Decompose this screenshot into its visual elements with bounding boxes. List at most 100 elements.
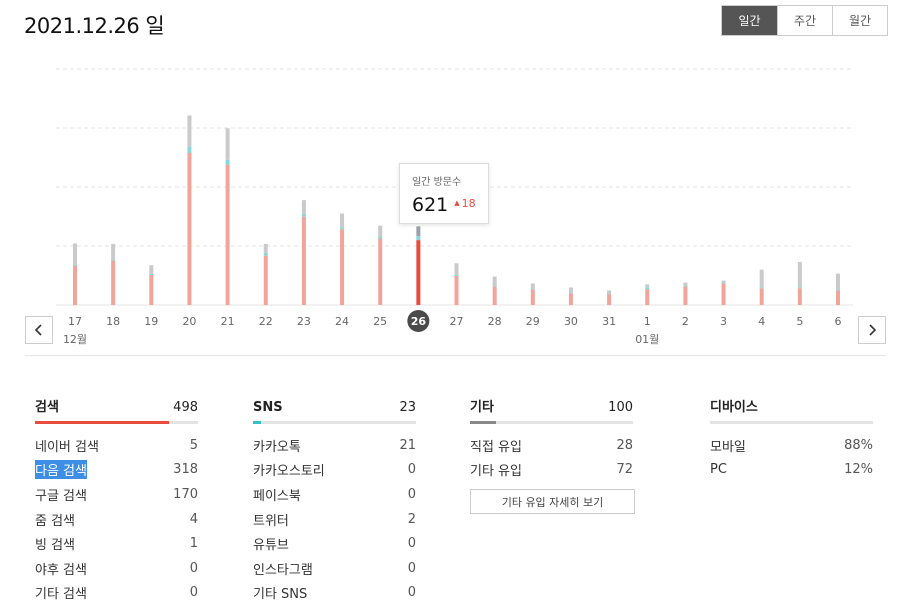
stat-row-label: 트위터 — [253, 513, 289, 529]
chart-tooltip: 일간 방문수 621 ▲ 18 — [399, 163, 489, 224]
stat-row: PC 12% — [710, 458, 873, 483]
stat-row: 모바일 88% — [710, 433, 873, 458]
bar-tertiary — [378, 225, 383, 237]
bar-primary — [301, 216, 306, 305]
x-tick-label: 6 — [835, 315, 842, 328]
stat-row: 다음 검색 318 — [35, 458, 198, 483]
bar-secondary — [187, 147, 192, 153]
bar-primary — [721, 283, 726, 305]
stat-row: 줌 검색 4 — [35, 507, 198, 532]
stat-row-label: 페이스북 — [253, 488, 301, 504]
x-tick-label: 22 — [259, 315, 273, 328]
stat-title: SNS — [253, 400, 283, 415]
stat-row-value: 72 — [616, 462, 633, 478]
stat-row-value: 0 — [407, 560, 416, 576]
x-tick-label: 25 — [373, 315, 387, 328]
stat-column-device: 디바이스 모바일 88% PC 12% — [710, 393, 873, 482]
stat-row-value: 0 — [189, 585, 198, 601]
x-tick-label: 21 — [221, 315, 235, 328]
bar-primary — [187, 153, 192, 305]
stat-bar — [710, 421, 873, 424]
stat-header: 디바이스 — [710, 393, 873, 415]
arrow-up-icon: ▲ — [454, 199, 460, 207]
stat-column-search: 검색 498 네이버 검색 5 다음 검색 318 구글 검색 170 줌 검색 4 빙… — [35, 393, 198, 605]
bar-tertiary — [530, 283, 535, 289]
bar-secondary — [416, 236, 421, 241]
stat-header: SNS 23 — [253, 393, 416, 415]
stat-row: 기타 유입 72 — [470, 458, 633, 483]
stat-header: 기타 100 — [470, 393, 633, 415]
bar-tertiary — [73, 243, 77, 265]
stat-title: 디바이스 — [710, 400, 758, 415]
tooltip-value: 621 — [412, 194, 449, 216]
x-tick-label: 23 — [297, 315, 311, 328]
bar-secondary — [759, 287, 764, 289]
stat-title: 기타 — [470, 400, 494, 415]
stat-row: 카카오톡 21 — [253, 433, 416, 458]
bar-secondary — [263, 252, 268, 256]
bar-secondary — [111, 259, 116, 261]
stat-row: 유튜브 0 — [253, 531, 416, 556]
stat-row: 직접 유입 28 — [470, 433, 633, 458]
bar-primary — [683, 286, 688, 305]
stat-row-label: 직접 유입 — [470, 439, 522, 455]
bar-secondary — [836, 289, 840, 291]
stat-row-value: 88% — [844, 437, 873, 453]
bar-tertiary — [836, 273, 840, 290]
bar-tertiary — [568, 287, 573, 293]
stat-row-label: 줌 검색 — [35, 513, 76, 529]
prev-period-button[interactable] — [25, 316, 53, 344]
x-tick-label: 28 — [488, 315, 502, 328]
x-tick-label: 30 — [564, 315, 578, 328]
stat-title: 검색 — [35, 400, 59, 415]
period-daily-button[interactable]: 일간 — [722, 6, 777, 35]
bar-tertiary — [111, 243, 116, 260]
stat-row: 카카오스토리 0 — [253, 458, 416, 483]
bar-secondary — [797, 287, 802, 289]
x-tick-label: 1 — [644, 315, 651, 328]
bar-primary — [492, 286, 497, 305]
stat-total: 23 — [399, 400, 416, 415]
chevron-left-icon — [34, 324, 42, 336]
stat-row-value: 0 — [407, 536, 416, 552]
stat-row-label: 네이버 검색 — [35, 439, 99, 455]
bar-tertiary — [225, 128, 230, 160]
bar-primary — [416, 240, 421, 305]
bar-secondary — [645, 287, 650, 290]
stat-bar — [470, 421, 633, 424]
x-tick-label: 20 — [182, 315, 196, 328]
next-period-button[interactable] — [858, 316, 886, 344]
bar-secondary — [721, 282, 726, 284]
bar-tertiary — [301, 200, 306, 214]
bar-secondary — [683, 285, 688, 287]
stat-row-value: 318 — [173, 462, 198, 478]
bar-tertiary — [149, 265, 154, 275]
stat-row-label: 카카오톡 — [253, 439, 301, 455]
stat-column-sns: SNS 23 카카오톡 21 카카오스토리 0 페이스북 0 트위터 2 유튜브 0 인스… — [253, 393, 416, 605]
bar-primary — [225, 164, 230, 305]
stat-bar-fill — [35, 421, 169, 424]
bar-primary — [568, 293, 573, 305]
bar-tertiary — [187, 115, 192, 147]
bar-secondary — [492, 285, 497, 287]
bar-primary — [111, 260, 116, 305]
stat-row-label: 유튜브 — [253, 538, 289, 554]
period-monthly-button[interactable]: 월간 — [832, 6, 887, 35]
bar-tertiary — [607, 290, 612, 294]
x-tick-label: 27 — [450, 315, 464, 328]
x-tick-label: 5 — [796, 315, 803, 328]
period-weekly-button[interactable]: 주간 — [777, 6, 832, 35]
etc-detail-button[interactable]: 기타 유입 자세히 보기 — [470, 489, 635, 515]
stat-bar-fill — [253, 421, 262, 424]
stat-row-value: 28 — [616, 437, 633, 453]
bar-secondary — [607, 293, 612, 295]
x-tick-label: 29 — [526, 315, 540, 328]
bar-secondary — [454, 275, 459, 276]
page-title: 2021.12.26 일 — [24, 14, 165, 38]
stat-row-label: 빙 검색 — [35, 538, 76, 554]
stat-total: 100 — [608, 400, 633, 415]
x-tick-label: 4 — [758, 315, 765, 328]
stat-row-label: 기타 유입 — [470, 464, 522, 480]
divider — [25, 355, 886, 356]
